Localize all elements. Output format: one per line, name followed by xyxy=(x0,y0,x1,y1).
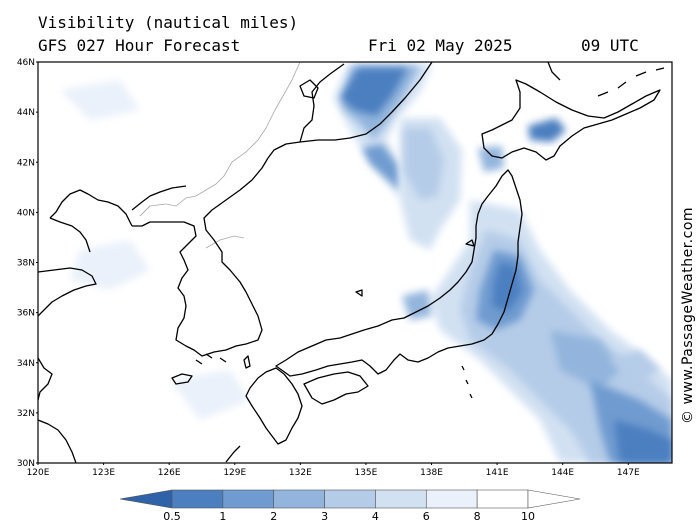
legend-swatch xyxy=(222,489,275,509)
lat-tick-label: 46N xyxy=(17,58,35,68)
longitude-axis: 120E 123E 126E 129E 132E 135E 138E 141E 144E 147E xyxy=(27,463,640,478)
legend-swatch xyxy=(119,489,173,509)
forecast-label: GFS 027 Hour Forecast xyxy=(38,36,241,55)
lon-tick-label: 129E xyxy=(223,468,246,478)
lat-tick-label: 44N xyxy=(17,108,35,118)
lon-tick-label: 126E xyxy=(158,468,181,478)
legend-label: 10 xyxy=(521,510,535,523)
visibility-shading xyxy=(60,64,672,463)
legend-label: 3 xyxy=(321,510,328,523)
legend-swatch xyxy=(476,489,529,509)
legend-swatch xyxy=(527,489,581,509)
china-border xyxy=(139,62,301,217)
lat-tick-label: 42N xyxy=(17,158,35,168)
lon-tick-label: 141E xyxy=(486,468,509,478)
lon-tick-label: 147E xyxy=(617,468,640,478)
lon-tick-label: 132E xyxy=(289,468,312,478)
legend-label: 0.5 xyxy=(163,510,181,523)
legend-swatch xyxy=(425,489,478,509)
latitude-axis: 46N 44N 42N 40N 38N 36N 34N 32N 30N xyxy=(17,58,38,469)
lat-tick-label: 40N xyxy=(17,208,35,218)
lat-tick-label: 34N xyxy=(17,359,35,369)
legend-swatch xyxy=(324,489,376,509)
forecast-date: Fri 02 May 2025 xyxy=(368,36,513,55)
lon-tick-label: 144E xyxy=(551,468,574,478)
lon-tick-label: 120E xyxy=(27,468,50,478)
legend-swatch xyxy=(273,489,325,509)
lat-tick-label: 30N xyxy=(17,459,35,469)
lat-tick-label: 32N xyxy=(17,409,35,419)
legend-label: 6 xyxy=(423,510,430,523)
lon-tick-label: 135E xyxy=(354,468,377,478)
lat-tick-label: 38N xyxy=(17,259,35,269)
legend-label: 1 xyxy=(219,510,226,523)
legend-label: 8 xyxy=(474,510,481,523)
legend-label: 2 xyxy=(270,510,277,523)
forecast-time: 09 UTC xyxy=(581,36,639,55)
lat-tick-label: 36N xyxy=(17,309,35,319)
chart-title: Visibility (nautical miles) xyxy=(38,13,299,32)
legend-label: 4 xyxy=(372,510,379,523)
lon-tick-label: 138E xyxy=(420,468,443,478)
legend-swatch xyxy=(171,489,224,509)
lon-tick-label: 123E xyxy=(92,468,115,478)
coastlines xyxy=(38,62,665,463)
legend-swatch xyxy=(375,489,427,509)
